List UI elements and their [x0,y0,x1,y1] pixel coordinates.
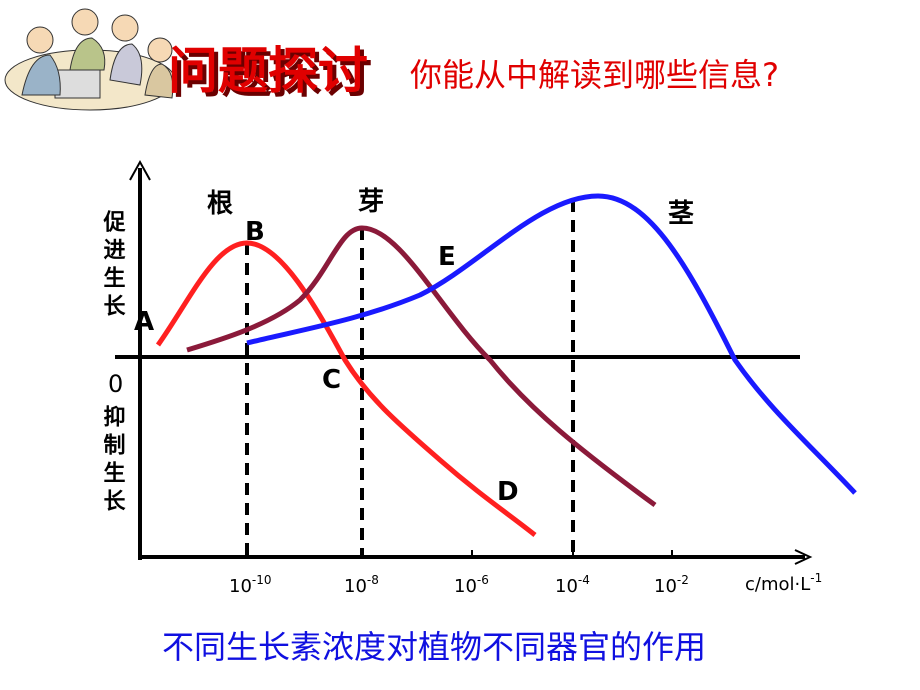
x-tick-label: 10-6 [454,573,489,597]
caption: 不同生长素浓度对植物不同器官的作用 [162,628,706,666]
stem-curve [246,193,857,495]
point-d: D [497,477,519,507]
point-c: C [322,365,341,395]
x-tick-label: 10-8 [344,573,379,597]
x-tick-base: 10 [654,576,677,597]
point-b: B [245,217,265,247]
title: 问题探讨 [168,42,368,100]
x-tick-label: 10-2 [654,573,689,597]
root-curve [155,240,537,537]
bud-curve [186,225,657,508]
x-tick-exp: -2 [677,573,689,587]
x-tick-base: 10 [344,576,367,597]
point-e: E [438,242,456,272]
x-tick-label: 10-10 [229,573,272,597]
x-axis-label-exp: -1 [810,571,822,585]
x-tick-base: 10 [454,576,477,597]
x-axis-label: c/mol·L-1 [745,571,822,595]
point-a: A [134,307,154,337]
x-tick-exp: -10 [252,573,272,587]
label-bud: 芽 [358,187,384,217]
label-stem: 茎 [668,199,694,229]
x-tick-exp: -4 [578,573,590,587]
x-tick-exp: -8 [367,573,379,587]
label-root: 根 [207,189,233,219]
dashed-lines [245,200,575,557]
x-tick-exp: -6 [477,573,489,587]
clip-art [4,8,176,111]
subtitle: 你能从中解读到哪些信息? [410,56,779,94]
x-tick-base: 10 [229,576,252,597]
x-ticks: 10-10 10-8 10-6 10-4 10-2 [229,573,689,597]
x-tick-base: 10 [555,576,578,597]
axes [115,159,813,565]
title-shadow: 问题探讨 [172,46,372,104]
y-label-zero: 0 [108,370,123,398]
y-label-promote: 促进生长 [100,210,127,322]
x-tick-label: 10-4 [555,573,590,597]
x-axis-label-base: c/mol·L [745,574,810,595]
y-label-inhibit: 抑制生长 [100,405,126,517]
